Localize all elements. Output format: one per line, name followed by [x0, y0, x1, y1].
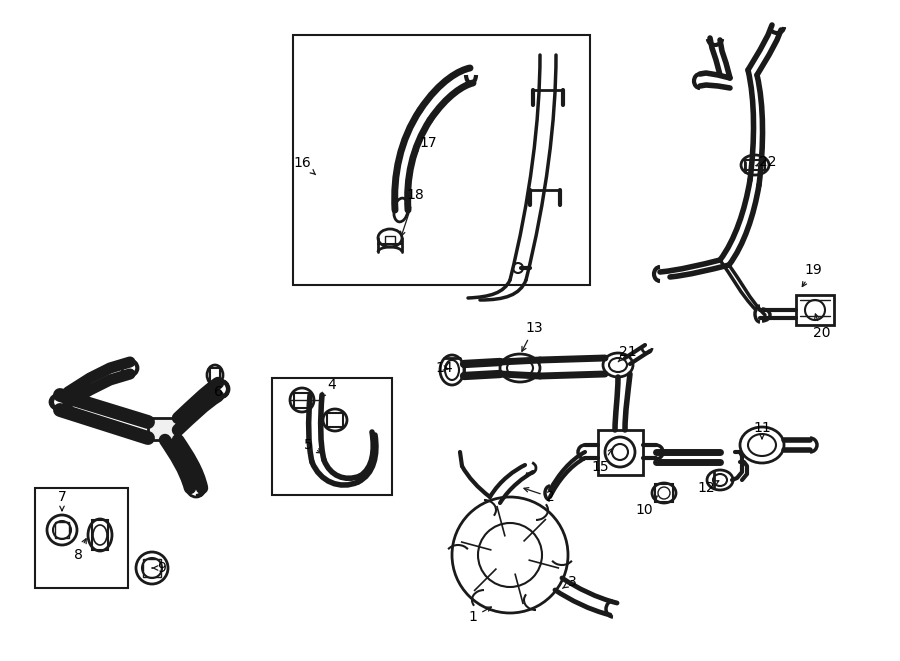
Text: 21: 21 — [618, 345, 637, 362]
Text: 13: 13 — [522, 321, 543, 351]
Bar — [796, 295, 834, 325]
Text: 14: 14 — [436, 361, 453, 375]
Bar — [745, 160, 765, 170]
Bar — [148, 418, 178, 440]
Text: 22: 22 — [756, 155, 777, 169]
Text: 7: 7 — [58, 490, 67, 511]
Text: 2: 2 — [524, 488, 554, 504]
Text: 5: 5 — [303, 438, 321, 453]
Text: 11: 11 — [753, 421, 771, 439]
Text: 10: 10 — [635, 496, 657, 517]
Bar — [55, 522, 69, 538]
Text: 20: 20 — [814, 314, 831, 340]
Text: 3: 3 — [562, 575, 576, 589]
Text: 18: 18 — [400, 188, 424, 236]
Bar — [293, 35, 590, 285]
Bar — [143, 559, 161, 577]
Bar — [92, 520, 108, 550]
Text: 6: 6 — [213, 379, 222, 399]
Text: 19: 19 — [802, 263, 822, 286]
Text: 8: 8 — [74, 539, 86, 562]
Bar — [272, 378, 392, 495]
Text: 12: 12 — [698, 481, 719, 495]
Text: 9: 9 — [152, 561, 166, 575]
Text: 16: 16 — [293, 156, 316, 175]
Text: 4: 4 — [320, 378, 337, 397]
Bar — [294, 393, 310, 408]
Bar — [655, 484, 673, 502]
Bar — [598, 430, 643, 475]
Bar — [35, 488, 128, 588]
Text: 15: 15 — [591, 448, 613, 474]
Bar — [210, 368, 220, 382]
Bar — [385, 236, 395, 244]
Bar — [327, 413, 343, 427]
Text: 17: 17 — [413, 136, 436, 151]
Text: 1: 1 — [469, 607, 491, 624]
